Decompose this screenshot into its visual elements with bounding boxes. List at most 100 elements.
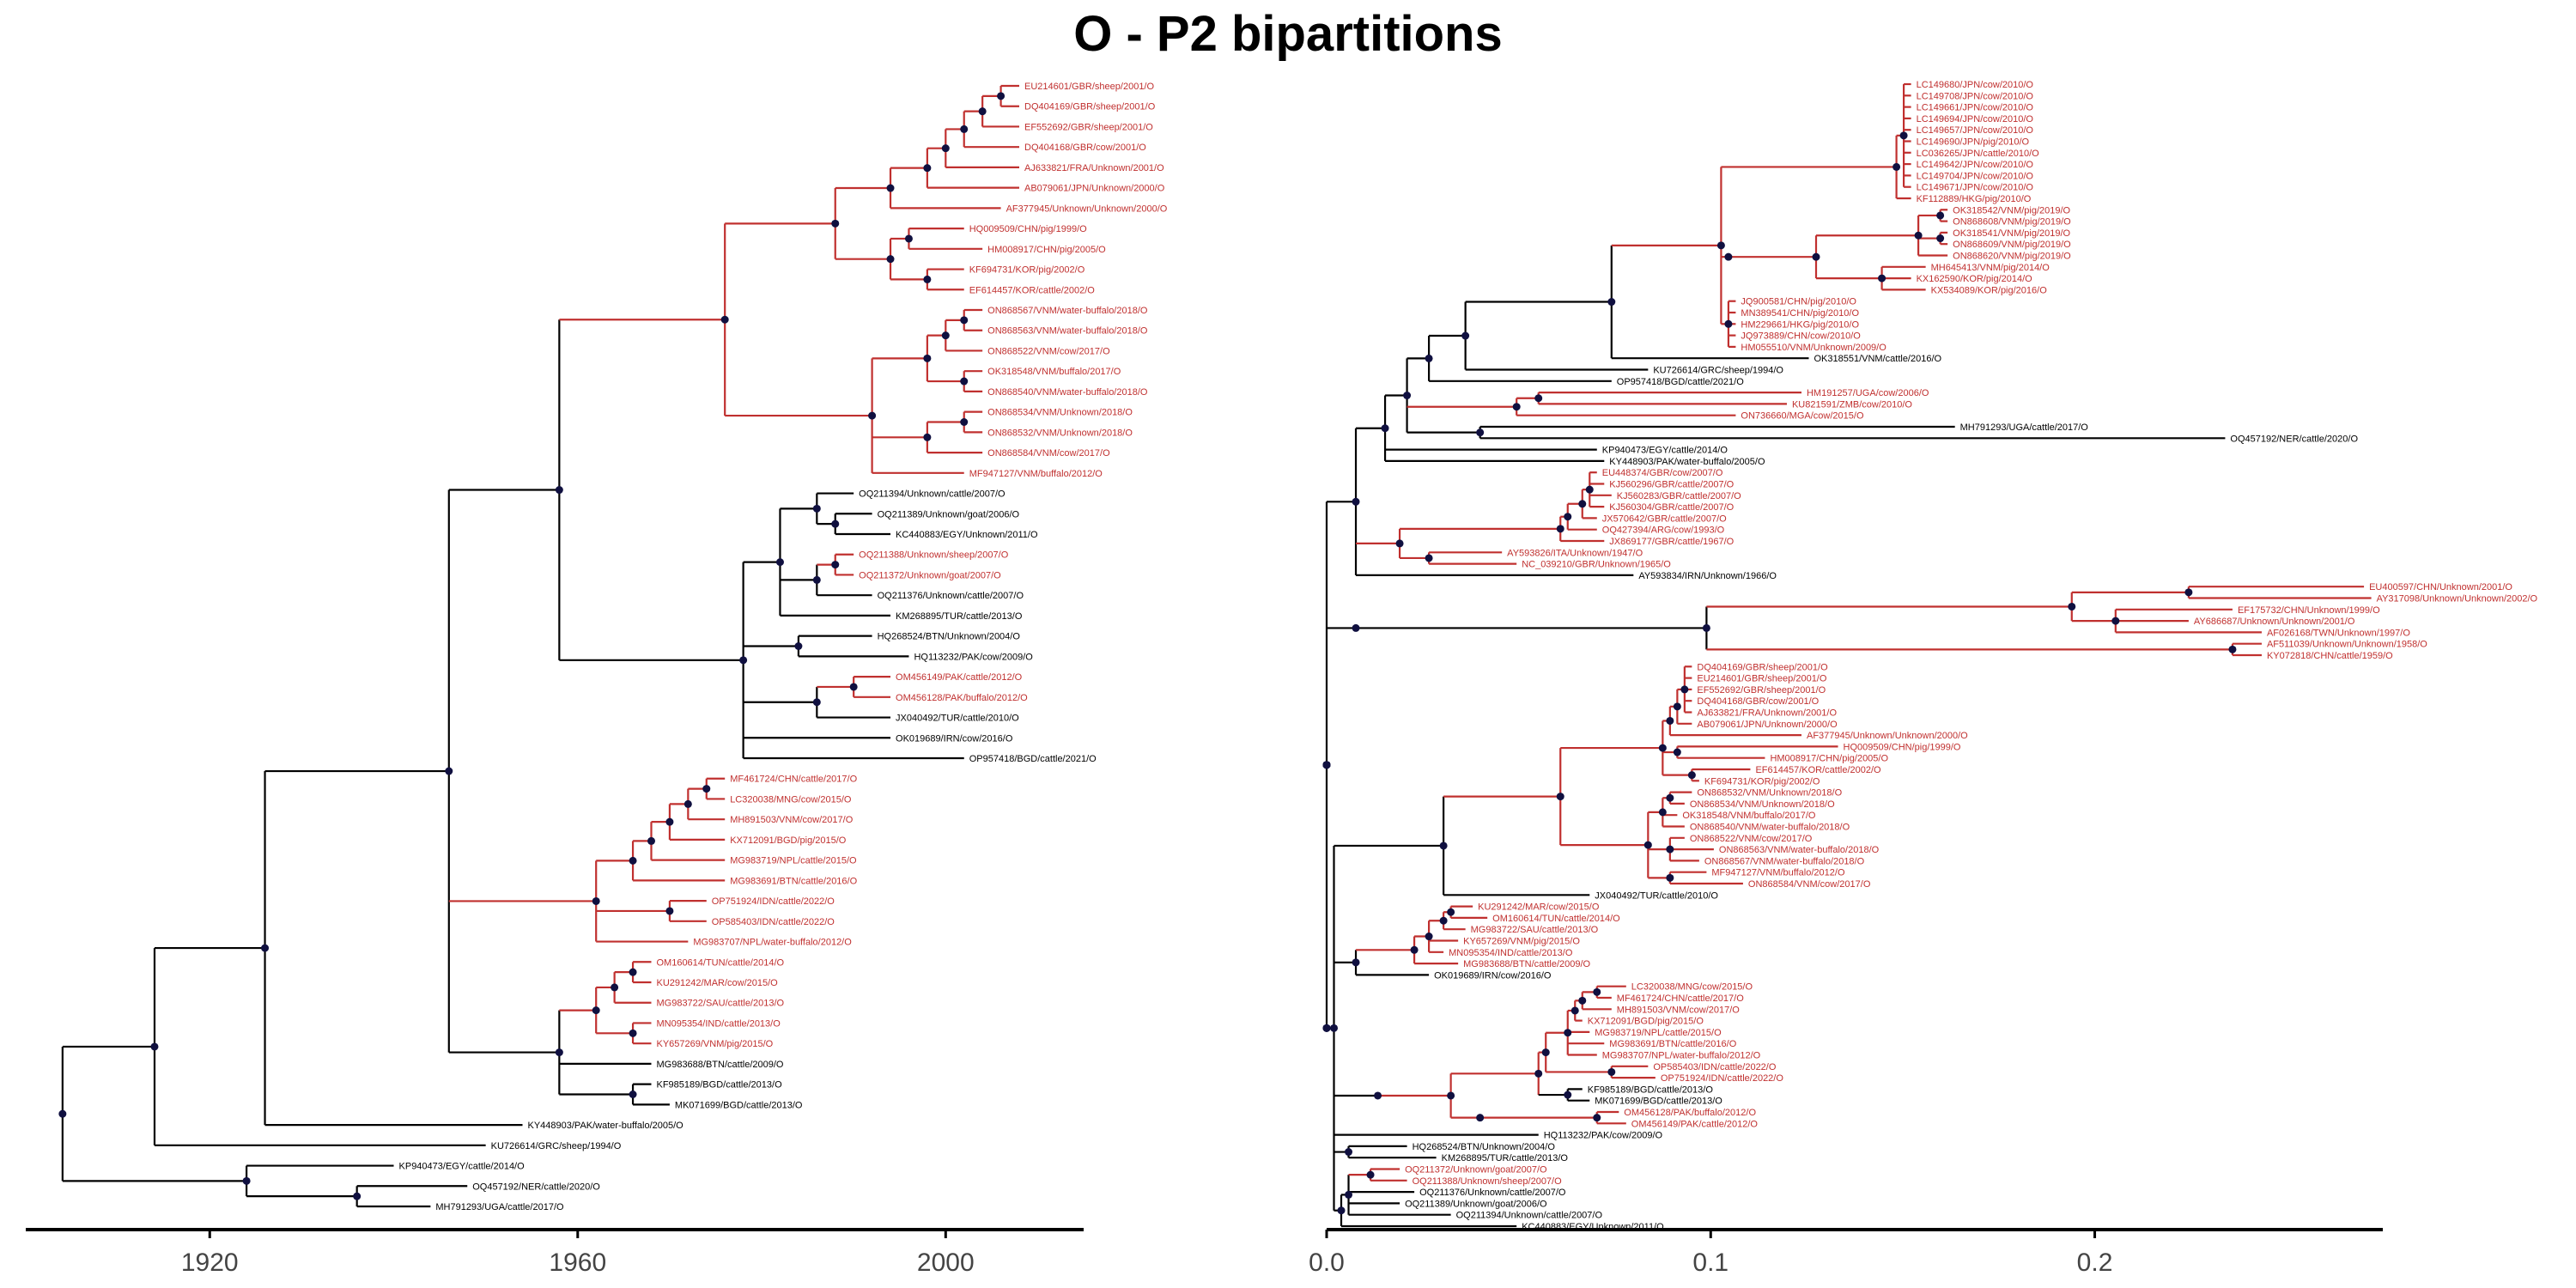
leaf-label: OQ457192/NER/cattle/2020/O xyxy=(472,1182,600,1192)
leaf-label: MF461724/CHN/cattle/2017/O xyxy=(1617,993,1744,1004)
leaf-label: ON868522/VNM/cow/2017/O xyxy=(987,346,1110,356)
node-marker xyxy=(1571,1006,1579,1015)
node-marker xyxy=(665,817,674,826)
leaf-label: KY448903/PAK/water-buffalo/2005/O xyxy=(1609,457,1765,467)
leaf-label: OM160614/TUN/cattle/2014/O xyxy=(1492,914,1620,924)
leaf-label: MF947127/VNM/buffalo/2012/O xyxy=(969,469,1103,479)
leaf-label: MG983719/NPL/cattle/2015/O xyxy=(1595,1028,1722,1038)
node-marker xyxy=(1374,1091,1382,1100)
leaf-label: ON868567/VNM/water-buffalo/2018/O xyxy=(987,306,1148,316)
leaf-label: MG983691/BTN/cattle/2016/O xyxy=(1609,1039,1736,1049)
leaf-label: OP585403/IDN/cattle/2022/O xyxy=(712,917,835,927)
leaf-label: LC149661/JPN/cow/2010/O xyxy=(1917,103,2034,113)
node-marker xyxy=(1439,841,1448,850)
node-marker xyxy=(555,1048,563,1057)
node-marker xyxy=(1322,761,1331,769)
leaf-label: MG983722/SAU/cattle/2013/O xyxy=(656,999,784,1009)
node-marker xyxy=(923,164,932,173)
node-marker xyxy=(1352,623,1360,632)
node-marker xyxy=(611,983,619,992)
leaf-label: EU214601/GBR/sheep/2001/O xyxy=(1697,674,1826,684)
chart-title: O - P2 bipartitions xyxy=(1073,6,1503,62)
leaf-label: AF511039/Unknown/Unknown/1958/O xyxy=(2267,640,2427,650)
leaf-label: JX570642/GBR/cattle/2007/O xyxy=(1602,513,1727,524)
leaf-label: HQ009509/CHN/pig/1999/O xyxy=(969,224,1087,234)
node-marker xyxy=(1345,1148,1353,1157)
leaf-label: MG983707/NPL/water-buffalo/2012/O xyxy=(693,938,852,948)
node-marker xyxy=(1878,274,1886,283)
leaf-label: LC149671/JPN/cow/2010/O xyxy=(1917,183,2034,193)
node-marker xyxy=(1893,162,1901,171)
leaf-label: AY686687/Unknown/Unknown/2001/O xyxy=(2194,617,2355,627)
node-marker xyxy=(775,558,784,567)
node-marker xyxy=(702,785,711,793)
leaf-label: OM456149/PAK/cattle/2012/O xyxy=(896,672,1023,683)
node-marker xyxy=(1666,873,1674,882)
node-marker xyxy=(1512,403,1521,411)
node-marker xyxy=(1337,1206,1346,1215)
node-marker xyxy=(647,836,655,845)
x-axis-tick-label: 1960 xyxy=(549,1249,606,1277)
node-marker xyxy=(1330,1024,1339,1032)
node-marker xyxy=(941,331,950,340)
node-marker xyxy=(978,107,987,116)
node-marker xyxy=(1352,958,1360,967)
leaf-label: KJ560304/GBR/cattle/2007/O xyxy=(1609,502,1734,513)
leaf-label: OK318542/VNM/pig/2019/O xyxy=(1953,205,2070,216)
node-marker xyxy=(1658,744,1667,752)
node-marker xyxy=(1666,845,1674,854)
node-marker xyxy=(923,433,932,441)
node-marker xyxy=(1395,539,1404,548)
leaf-label: MG983688/BTN/cattle/2009/O xyxy=(656,1060,783,1070)
leaf-label: ON868563/VNM/water-buffalo/2018/O xyxy=(987,326,1148,337)
node-marker xyxy=(1914,231,1923,240)
leaf-label: AF026168/TWN/Unknown/1997/O xyxy=(2267,628,2410,638)
node-marker xyxy=(794,642,803,650)
leaf-label: HM055510/VNM/Unknown/2009/O xyxy=(1741,343,1886,353)
node-marker xyxy=(1447,908,1455,916)
leaf-label: OK318551/VNM/cattle/2016/O xyxy=(1814,354,1941,364)
leaf-label: LC149680/JPN/cow/2010/O xyxy=(1917,80,2034,90)
leaf-label: LC149694/JPN/cow/2010/O xyxy=(1917,114,2034,125)
leaf-label: OP957418/BGD/cattle/2021/O xyxy=(969,754,1097,764)
node-marker xyxy=(665,907,674,915)
node-marker xyxy=(849,683,858,691)
x-axis-tick-label: 0.0 xyxy=(1309,1249,1345,1277)
leaf-label: MG983707/NPL/water-buffalo/2012/O xyxy=(1602,1051,1761,1061)
leaf-label: AF377945/Unknown/Unknown/2000/O xyxy=(1807,731,1968,741)
node-marker xyxy=(1936,234,1945,243)
leaf-label: HQ268524/BTN/Unknown/2004/O xyxy=(1413,1142,1556,1152)
leaf-label: OQ457192/NER/cattle/2020/O xyxy=(2230,434,2358,444)
leaf-label: HQ009509/CHN/pig/1999/O xyxy=(1844,742,1961,752)
node-marker xyxy=(683,799,692,808)
leaf-label: LC149657/JPN/cow/2010/O xyxy=(1917,125,2034,136)
leaf-label: KX534089/KOR/pig/2016/O xyxy=(1931,285,2048,295)
leaf-label: NC_039210/GBR/Unknown/1965/O xyxy=(1522,560,1671,570)
leaf-label: HQ113232/PAK/cow/2009/O xyxy=(1544,1131,1663,1141)
leaf-label: LC149690/JPN/pig/2010/O xyxy=(1917,137,2030,148)
leaf-label: OQ211389/Unknown/goat/2006/O xyxy=(1405,1199,1547,1209)
leaf-label: EU214601/GBR/sheep/2001/O xyxy=(1024,82,1154,92)
node-marker xyxy=(1439,916,1448,925)
node-marker xyxy=(150,1042,159,1051)
node-marker xyxy=(1724,252,1733,261)
leaf-label: AF377945/Unknown/Unknown/2000/O xyxy=(1006,204,1168,214)
leaf-label: MN095354/IND/cattle/2013/O xyxy=(656,1018,781,1029)
node-marker xyxy=(831,519,840,528)
node-marker xyxy=(1564,1091,1572,1099)
node-marker xyxy=(592,896,600,905)
leaf-label: EU400597/CHN/Unknown/2001/O xyxy=(2369,582,2512,592)
leaf-label: JX040492/TUR/cattle/2010/O xyxy=(1595,890,1718,901)
leaf-label: KF694731/KOR/pig/2002/O xyxy=(969,265,1085,276)
x-axis-tick-label: 2000 xyxy=(917,1249,975,1277)
leaf-label: KJ560283/GBR/cattle/2007/O xyxy=(1617,491,1741,501)
leaf-label: JQ973889/CHN/cow/2010/O xyxy=(1741,331,1861,342)
node-marker xyxy=(886,184,895,192)
leaf-label: AY593834/IRN/Unknown/1966/O xyxy=(1638,571,1777,581)
leaf-label: JX040492/TUR/cattle/2010/O xyxy=(896,714,1019,724)
leaf-label: ON868534/VNM/Unknown/2018/O xyxy=(1690,799,1835,810)
node-marker xyxy=(1476,428,1485,437)
leaf-label: KF694731/KOR/pig/2002/O xyxy=(1704,776,1820,787)
node-marker xyxy=(1673,748,1681,756)
